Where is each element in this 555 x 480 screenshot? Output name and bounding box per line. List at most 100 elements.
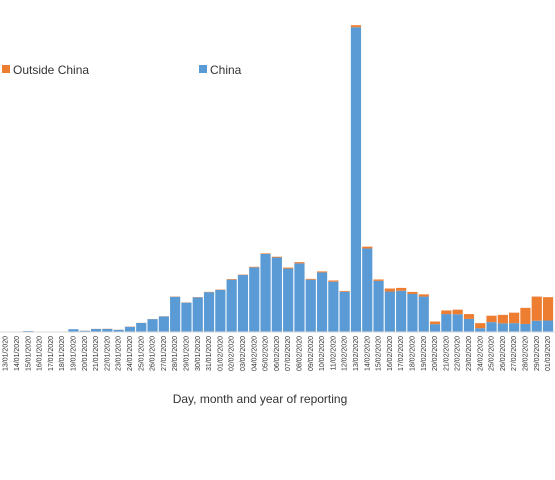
bar-outside-china [226,279,237,280]
bar-outside-china [283,267,294,269]
bar-china [373,280,384,332]
x-tick-label: 28/02/2020 [522,336,529,371]
bar-outside-china [362,246,373,249]
bar-china [384,291,395,332]
x-tick-label: 31/01/2020 [206,336,213,371]
x-tick-label: 16/01/2020 [37,336,44,371]
x-tick-label: 16/02/2020 [387,336,394,371]
bar-china [362,248,373,332]
bar-china [113,329,124,332]
x-tick-label: 18/02/2020 [409,336,416,371]
x-tick-label: 15/02/2020 [376,336,383,371]
bar-china [396,290,407,332]
x-tick-label: 22/02/2020 [455,336,462,371]
x-tick-label: 06/02/2020 [274,336,281,371]
x-tick-label: 10/02/2020 [319,336,326,371]
x-tick-label: 12/02/2020 [342,336,349,371]
x-tick-label: 07/02/2020 [285,336,292,371]
x-tick-label: 24/02/2020 [477,336,484,371]
bar-china [136,322,147,332]
legend: Outside China China [2,63,242,77]
x-tick-label: 17/01/2020 [48,336,55,371]
bar-china [294,263,305,332]
bar-outside-china [339,290,350,292]
x-tick-label: 17/02/2020 [398,336,405,371]
bar-china [520,323,531,332]
bar-china [90,328,102,332]
bar-china [68,329,79,332]
x-tick-label: 09/02/2020 [308,336,315,371]
x-tick-label: 30/01/2020 [195,336,202,371]
bar-china [328,281,339,332]
bar-china [23,330,34,332]
x-tick-label: 18/01/2020 [59,336,66,371]
x-tick-label: 26/02/2020 [500,336,507,371]
x-tick-label: 29/01/2020 [183,336,190,371]
x-tick-label: 21/02/2020 [443,336,450,371]
bar-china [441,314,452,332]
bar-outside-china [441,310,452,315]
bar-china [339,291,350,332]
x-tick-label: 24/01/2020 [127,336,134,371]
x-axis-ticks: 13/01/2020 14/01/2020 15/01/2020 16/01/2020… [3,336,552,371]
bar-china [147,319,158,332]
bar-outside-china [328,280,339,282]
x-tick-label: 11/02/2020 [330,336,337,371]
bar-china [418,296,429,332]
bar-outside-china [350,25,362,28]
bar-outside-china [486,315,497,323]
x-tick-label: 21/01/2020 [93,336,100,371]
bar-china [350,27,362,332]
plot-area [0,25,554,332]
bar-outside-china [316,271,328,273]
bar-outside-china [373,279,384,281]
bar-china [407,293,418,332]
bar-outside-china [542,297,554,321]
bar-china [509,323,520,332]
bar-china [260,253,271,332]
x-tick-label: 14/01/2020 [14,336,21,371]
bar-china [452,314,463,332]
bar-outside-china [418,294,429,297]
x-tick-label: 25/01/2020 [138,336,145,371]
x-tick-label: 23/02/2020 [466,336,473,371]
bar-outside-china [475,323,486,329]
bar-china [271,257,282,332]
bar-china [486,322,497,332]
bar-outside-china [249,266,260,268]
bar-outside-china [260,253,271,254]
x-tick-label: 20/01/2020 [82,336,89,371]
bar-outside-china [509,312,520,324]
bar-outside-china [305,278,316,280]
x-tick-label: 08/02/2020 [296,336,303,371]
bar-china [158,316,169,332]
bar-china [124,326,136,332]
x-tick-label: 27/02/2020 [511,336,518,371]
x-tick-label: 03/02/2020 [240,336,247,371]
bar-china [170,296,181,332]
x-tick-label: 19/02/2020 [421,336,428,371]
legend-swatch-outside-china [2,65,10,73]
bar-china [305,279,316,332]
bar-china [203,292,215,332]
legend-swatch-china [199,65,207,73]
x-tick-label: 20/02/2020 [432,336,439,371]
bar-china [249,267,260,332]
bar-outside-china [452,309,463,315]
bar-china [316,272,328,332]
bar-china [463,318,475,332]
x-tick-label: 01/03/2020 [545,336,552,371]
x-axis-title: Day, month and year of reporting [173,392,348,406]
x-tick-label: 26/01/2020 [150,336,157,371]
bar-outside-china [407,291,418,294]
bar-china [531,320,542,332]
x-tick-label: 13/01/2020 [3,336,10,371]
bar-outside-china [396,287,407,291]
x-tick-label: 13/02/2020 [353,336,360,371]
x-tick-label: 27/01/2020 [161,336,168,371]
bar-china [475,328,486,332]
x-tick-label: 25/02/2020 [489,336,496,371]
bar-outside-china [384,288,395,292]
bar-china [79,330,90,332]
